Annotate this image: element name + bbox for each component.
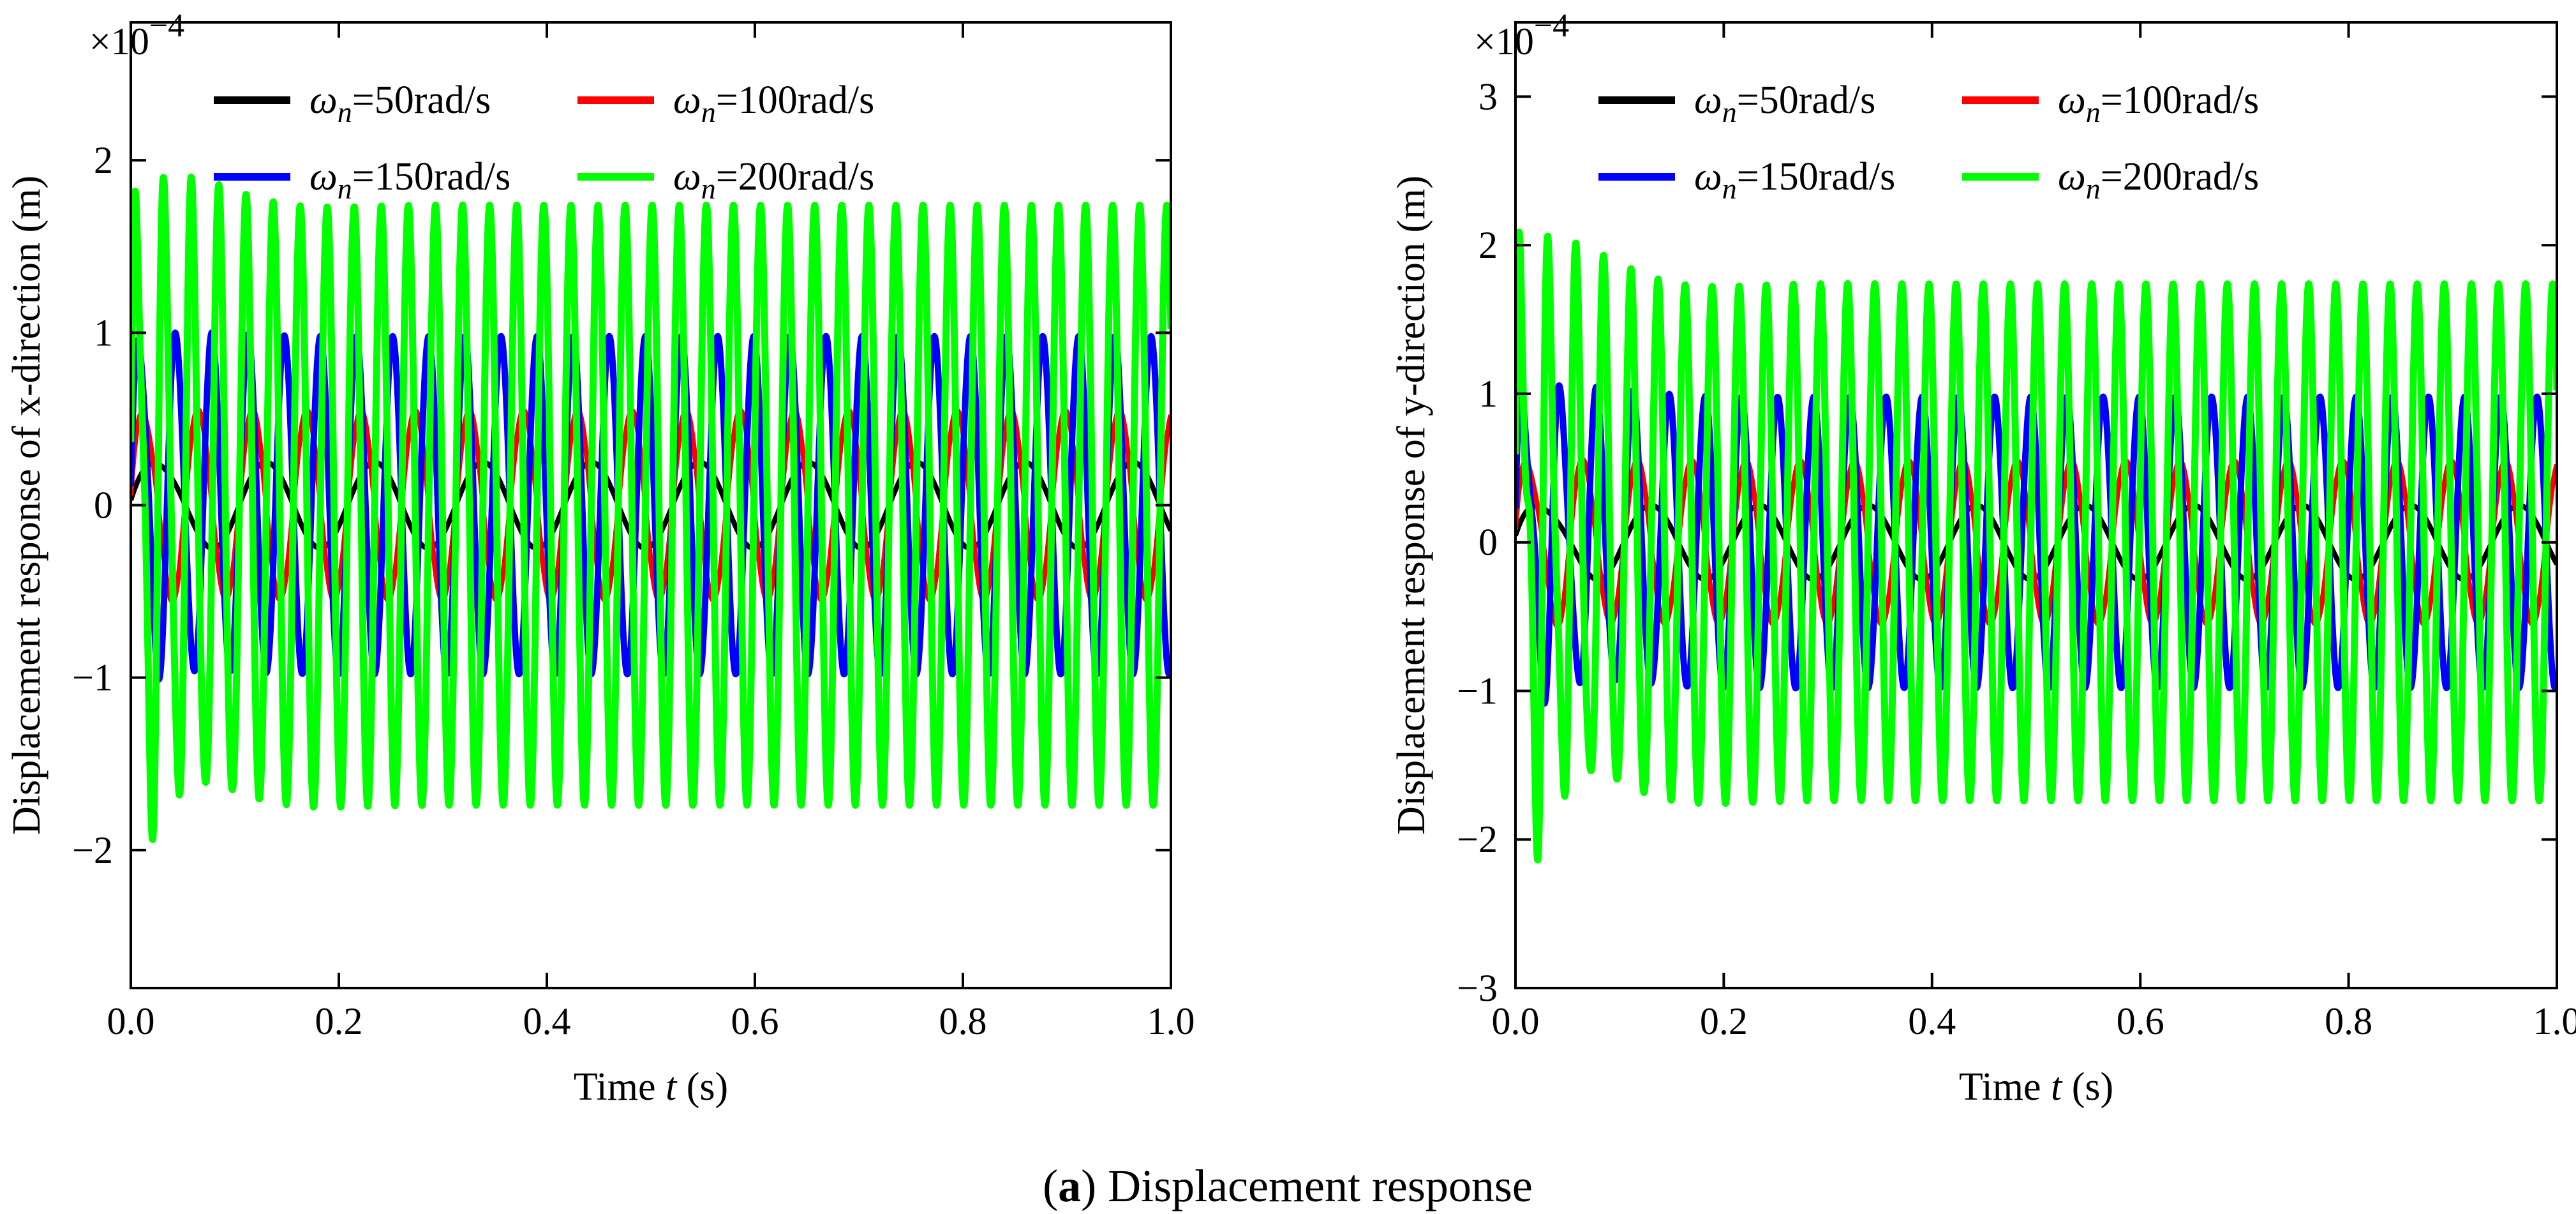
legend-value: =100rad/s [716, 79, 874, 122]
legend-omega: ω [2058, 155, 2086, 199]
series-line-200rads [1515, 229, 2557, 864]
x-axis-label-unit: (s) [2062, 1065, 2113, 1109]
x-axis-label-prefix: Time [574, 1065, 666, 1109]
legend-subscript: n [701, 172, 716, 205]
x-tick-label: 0.8 [2325, 1000, 2372, 1042]
x-tick-label: 1.0 [1147, 1000, 1195, 1042]
x-axis-label-var: t [666, 1065, 678, 1109]
y-tick-label: −1 [72, 657, 113, 699]
caption-prefix: ( [1043, 1160, 1058, 1211]
series-lines [1515, 229, 2557, 864]
y-axis-label: Displacement response of y-direction (m) [1390, 176, 1433, 835]
y-tick-label: 1 [1478, 373, 1498, 415]
legend-entry: ωn=50rad/s [1598, 79, 1875, 128]
y-multiplier: ×10−4 [1474, 8, 1569, 63]
legend-omega: ω [2058, 79, 2086, 122]
legend-label: ωn=150rad/s [309, 155, 510, 205]
x-tick-label: 0.0 [107, 1000, 155, 1042]
legend-omega: ω [673, 79, 701, 122]
legend-omega: ω [309, 155, 338, 199]
legend-entry: ωn=150rad/s [214, 155, 510, 205]
x-tick-label: 0.2 [1700, 1000, 1748, 1042]
legend-value: =200rad/s [2101, 155, 2259, 199]
legend-omega: ω [673, 155, 701, 199]
legend-label: ωn=100rad/s [2058, 79, 2259, 128]
caption-text: ) Displacement response [1081, 1160, 1533, 1211]
y-tick-label: 0 [1478, 521, 1498, 564]
y-tick-label: 0 [94, 484, 113, 527]
legend-omega: ω [1694, 79, 1722, 122]
y-multiplier: ×10−4 [89, 8, 184, 63]
legend-omega: ω [309, 79, 338, 122]
legend-subscript: n [338, 96, 352, 128]
legend-value: =100rad/s [2101, 79, 2259, 122]
y-multiplier-base: ×10 [1474, 20, 1534, 63]
y-tick-label: −3 [1457, 967, 1498, 1009]
x-tick-label: 0.2 [315, 1000, 363, 1042]
legend-entry: ωn=100rad/s [577, 79, 874, 128]
x-tick-label: 0.4 [523, 1000, 571, 1042]
x-axis-label: Time t (s) [1959, 1065, 2113, 1109]
legend-label: ωn=50rad/s [1694, 79, 1875, 128]
legend-entry: ωn=50rad/s [214, 79, 491, 128]
x-tick-label: 0.6 [731, 1000, 779, 1042]
y-tick-label: 3 [1478, 75, 1498, 117]
x-axis-label: Time t (s) [574, 1065, 728, 1109]
legend-subscript: n [1722, 96, 1737, 128]
legend-value: =50rad/s [352, 79, 491, 122]
legend-entry: ωn=100rad/s [1962, 79, 2259, 128]
caption-letter: a [1058, 1160, 1081, 1211]
legend-label: ωn=50rad/s [309, 79, 491, 128]
x-axis-label-prefix: Time [1959, 1065, 2051, 1109]
left-chart-panel: 0.0 0.2 0.4 0.6 0.8 1.0 −2 −1 0 1 2 ×10−4 Time t (s)… [5, 8, 1195, 1109]
legend-value: =150rad/s [1737, 155, 1895, 199]
series-lines [131, 174, 1171, 843]
y-multiplier-exp: −4 [1534, 8, 1569, 44]
legend-entry: ωn=150rad/s [1598, 155, 1895, 205]
x-axis-label-var: t [2051, 1065, 2063, 1109]
plot-frame [1514, 21, 2558, 989]
y-tick-label: 2 [94, 139, 113, 181]
legend-subscript: n [2086, 96, 2101, 128]
x-tick-label: 0.4 [1908, 1000, 1956, 1042]
y-axis-label: Displacement response of x-direction (m) [5, 176, 48, 835]
legend-label: ωn=200rad/s [673, 155, 874, 205]
legend-subscript: n [1722, 172, 1737, 205]
x-tick-label: 1.0 [2533, 1000, 2576, 1042]
legend-entry: ωn=200rad/s [577, 155, 874, 205]
x-tick-label: 0.0 [1492, 1000, 1540, 1042]
x-tick-label: 0.6 [2117, 1000, 2164, 1042]
y-tick-label: −2 [1457, 818, 1498, 860]
y-tick-label: −1 [1457, 670, 1498, 712]
y-tick-label: −2 [72, 829, 113, 871]
legend-label: ωn=200rad/s [2058, 155, 2259, 205]
y-tick-label: 1 [94, 311, 113, 354]
legend-subscript: n [701, 96, 716, 128]
legend-label: ωn=100rad/s [673, 79, 874, 128]
legend-label: ωn=150rad/s [1694, 155, 1895, 205]
y-multiplier-base: ×10 [89, 20, 149, 63]
right-chart-panel: 0.0 0.2 0.4 0.6 0.8 1.0 −3 −2 −1 0 1 2 3 ×10−4 Time t … [1390, 8, 2576, 1109]
legend-entry: ωn=200rad/s [1962, 155, 2259, 205]
legend-value: =150rad/s [352, 155, 510, 199]
legend-value: =50rad/s [1737, 79, 1875, 122]
y-multiplier-exp: −4 [149, 8, 184, 44]
legend-subscript: n [338, 172, 352, 205]
legend-value: =200rad/s [716, 155, 874, 199]
legend-omega: ω [1694, 155, 1722, 199]
x-tick-label: 0.8 [939, 1000, 987, 1042]
x-axis-label-unit: (s) [676, 1065, 728, 1109]
series-line-200rads [131, 174, 1171, 843]
figure-caption: (a) Displacement response [1043, 1160, 1533, 1211]
y-tick-label: 2 [1478, 224, 1498, 266]
legend-subscript: n [2086, 172, 2101, 205]
